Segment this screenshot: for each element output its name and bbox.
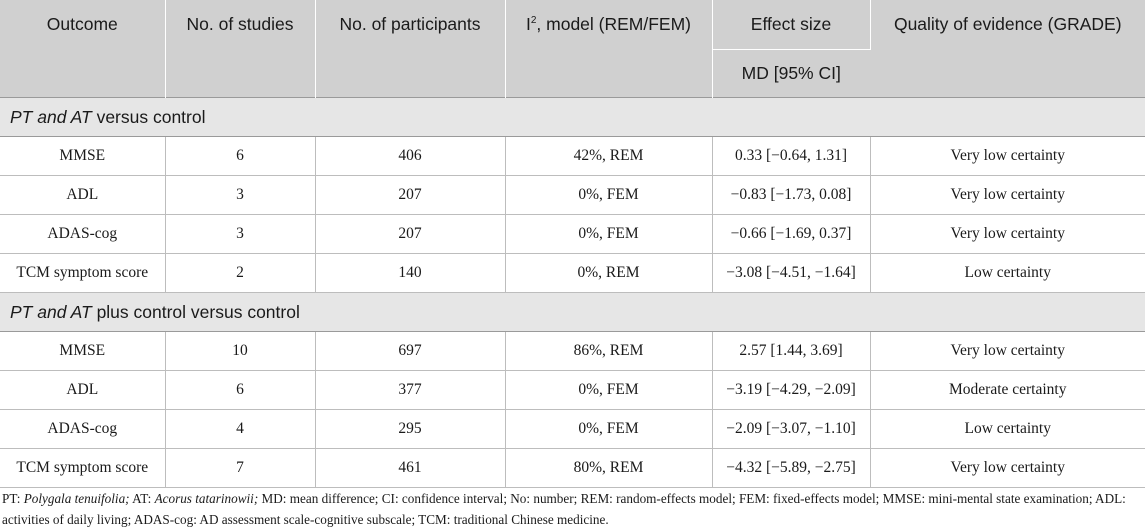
table-row: TCM symptom score 2 140 0%, REM −3.08 [−… — [0, 253, 1145, 293]
cell-studies: 6 — [165, 370, 316, 410]
cell-quality: Low certainty — [870, 253, 1145, 293]
header-participants: No. of participants — [315, 0, 506, 98]
cell-participants: 295 — [315, 409, 506, 449]
cell-model: 0%, FEM — [505, 214, 713, 254]
footnote-at-name: Acorus tatarinowii; — [154, 491, 259, 506]
cell-studies: 6 — [165, 136, 316, 176]
cell-participants: 207 — [315, 214, 506, 254]
section-title: PT and AT versus control — [0, 97, 1145, 137]
footnote-abbreviations: MD: mean difference; CI: confidence inte… — [2, 491, 1126, 527]
header-i2-model: I2, model (REM/FEM) — [505, 0, 713, 98]
cell-effect: −0.83 [−1.73, 0.08] — [712, 175, 871, 215]
cell-quality: Low certainty — [870, 409, 1145, 449]
cell-model: 0%, REM — [505, 253, 713, 293]
results-table-container: Outcome No. of studies No. of participan… — [0, 0, 1145, 488]
cell-studies: 7 — [165, 448, 316, 488]
cell-outcome: MMSE — [0, 331, 166, 371]
section-title-italic: PT and AT — [10, 106, 92, 127]
cell-effect: −3.19 [−4.29, −2.09] — [712, 370, 871, 410]
cell-participants: 697 — [315, 331, 506, 371]
cell-effect: 2.57 [1.44, 3.69] — [712, 331, 871, 371]
cell-outcome: ADL — [0, 175, 166, 215]
cell-quality: Very low certainty — [870, 331, 1145, 371]
cell-model: 86%, REM — [505, 331, 713, 371]
section-title-italic: PT and AT — [10, 301, 92, 322]
cell-outcome: ADAS-cog — [0, 214, 166, 254]
cell-quality: Very low certainty — [870, 448, 1145, 488]
header-i2-rest: , model (REM/FEM) — [536, 14, 692, 34]
cell-outcome: TCM symptom score — [0, 253, 166, 293]
section-title-rest: versus control — [91, 106, 206, 127]
table-row: ADAS-cog 3 207 0%, FEM −0.66 [−1.69, 0.3… — [0, 214, 1145, 254]
cell-participants: 140 — [315, 253, 506, 293]
table-row: MMSE 6 406 42%, REM 0.33 [−0.64, 1.31] V… — [0, 136, 1145, 176]
cell-quality: Very low certainty — [870, 214, 1145, 254]
cell-model: 0%, FEM — [505, 370, 713, 410]
cell-quality: Very low certainty — [870, 136, 1145, 176]
results-table: Outcome No. of studies No. of participan… — [0, 0, 1145, 488]
cell-studies: 4 — [165, 409, 316, 449]
table-body: PT and AT versus control MMSE 6 406 42%,… — [0, 97, 1145, 488]
cell-model: 0%, FEM — [505, 175, 713, 215]
cell-model: 0%, FEM — [505, 409, 713, 449]
cell-studies: 2 — [165, 253, 316, 293]
cell-quality: Moderate certainty — [870, 370, 1145, 410]
footnote-pt-name: Polygala tenuifolia; — [23, 491, 130, 506]
header-i2-prefix: I — [525, 14, 531, 34]
cell-participants: 377 — [315, 370, 506, 410]
cell-model: 80%, REM — [505, 448, 713, 488]
section-title: PT and AT plus control versus control — [0, 292, 1145, 332]
cell-quality: Very low certainty — [870, 175, 1145, 215]
footnote-pt-label: PT: — [2, 491, 24, 506]
cell-model: 42%, REM — [505, 136, 713, 176]
section-title-rest: plus control versus control — [91, 301, 300, 322]
header-effect-size: Effect size — [712, 0, 871, 50]
footnote-at-label: AT: — [129, 491, 155, 506]
cell-participants: 406 — [315, 136, 506, 176]
table-row: MMSE 10 697 86%, REM 2.57 [1.44, 3.69] V… — [0, 331, 1145, 371]
cell-effect: −4.32 [−5.89, −2.75] — [712, 448, 871, 488]
cell-outcome: MMSE — [0, 136, 166, 176]
table-header: Outcome No. of studies No. of participan… — [0, 0, 1145, 98]
table-row: TCM symptom score 7 461 80%, REM −4.32 [… — [0, 448, 1145, 488]
table-row: ADL 3 207 0%, FEM −0.83 [−1.73, 0.08] Ve… — [0, 175, 1145, 215]
table-footnote: PT: Polygala tenuifolia; AT: Acorus tata… — [2, 488, 1142, 530]
header-studies: No. of studies — [165, 0, 316, 98]
cell-outcome: ADL — [0, 370, 166, 410]
section-header: PT and AT versus control — [0, 97, 1145, 137]
table-row: ADAS-cog 4 295 0%, FEM −2.09 [−3.07, −1.… — [0, 409, 1145, 449]
header-quality: Quality of evidence (GRADE) — [870, 0, 1145, 98]
cell-participants: 207 — [315, 175, 506, 215]
cell-participants: 461 — [315, 448, 506, 488]
cell-studies: 10 — [165, 331, 316, 371]
cell-effect: −0.66 [−1.69, 0.37] — [712, 214, 871, 254]
header-effect-unit: MD [95% CI] — [712, 49, 870, 98]
header-outcome: Outcome — [0, 0, 166, 98]
cell-effect: −2.09 [−3.07, −1.10] — [712, 409, 871, 449]
cell-effect: 0.33 [−0.64, 1.31] — [712, 136, 871, 176]
cell-outcome: ADAS-cog — [0, 409, 166, 449]
cell-outcome: TCM symptom score — [0, 448, 166, 488]
table-row: ADL 6 377 0%, FEM −3.19 [−4.29, −2.09] M… — [0, 370, 1145, 410]
cell-effect: −3.08 [−4.51, −1.64] — [712, 253, 871, 293]
cell-studies: 3 — [165, 175, 316, 215]
section-header: PT and AT plus control versus control — [0, 292, 1145, 332]
cell-studies: 3 — [165, 214, 316, 254]
header-i2-sup: 2 — [530, 15, 537, 27]
